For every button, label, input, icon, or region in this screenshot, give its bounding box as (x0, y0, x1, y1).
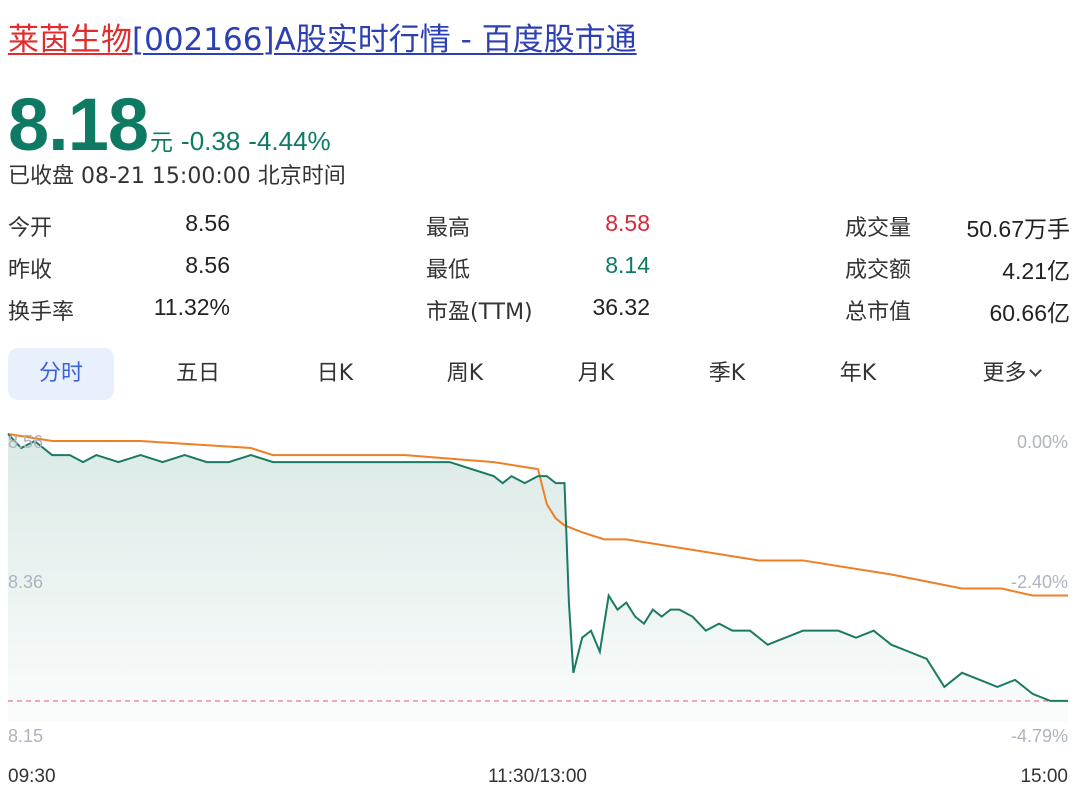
average-price-line (7, 433, 1068, 597)
current-price: 8.18 (8, 83, 149, 166)
tab-five-day[interactable]: 五日 (175, 361, 220, 386)
y-tick-label-left: 8.36 (8, 572, 43, 592)
stat-label: 成交额 (845, 258, 912, 283)
stat-row: 换手率 11.32% 市盈(TTM) 36.32 总市值 60.66亿 (8, 288, 1070, 330)
page-title: 莱茵生物[002166]A股实时行情 - 百度股市通 (8, 18, 637, 62)
stat-row: 今开 8.56 最高 8.58 成交量 50.67万手 (8, 204, 1070, 246)
stat-value: 36.32 (592, 294, 650, 320)
tab-weekly-k[interactable]: 周K (446, 361, 484, 386)
stat-label: 成交量 (845, 216, 912, 241)
stat-value: 8.14 (605, 252, 650, 278)
price-unit: 元 (150, 130, 174, 156)
tab-monthly-k[interactable]: 月K (577, 361, 615, 386)
x-tick-label: 09:30 (8, 766, 56, 787)
stat-value: 8.56 (185, 210, 230, 236)
tab-more-label: 更多 (982, 361, 1027, 386)
price-change-percent: -4.44% (248, 126, 331, 156)
stat-label: 最高 (426, 216, 471, 241)
intraday-chart: 8.56 8.36 8.15 0.00% -2.40% -4.79% 09:30 11:3… (0, 410, 1080, 807)
stat-value: 60.66亿 (989, 300, 1070, 326)
tab-yearly-k[interactable]: 年K (839, 361, 877, 386)
stat-value: 50.67万手 (966, 216, 1070, 242)
y-tick-label-left: 8.56 (8, 432, 43, 452)
stat-label: 今开 (8, 216, 53, 241)
tab-intraday[interactable]: 分时 (8, 348, 114, 400)
stat-value: 4.21亿 (1002, 258, 1070, 284)
chart-canvas: 8.56 8.36 8.15 0.00% -2.40% -4.79% (7, 432, 1068, 746)
stock-name-link[interactable]: 莱茵生物 (8, 22, 132, 58)
x-tick-label: 11:30/13:00 (488, 766, 587, 787)
stat-label: 换手率 (8, 300, 75, 325)
price-line (7, 433, 1068, 702)
stock-title-link[interactable]: [002166]A股实时行情 - 百度股市通 (132, 22, 637, 58)
stat-label: 昨收 (8, 258, 53, 283)
chart-period-tabs: 分时 五日 日K 周K 月K 季K 年K 更多 (8, 348, 1070, 400)
stat-value: 11.32% (153, 294, 230, 320)
stat-label: 市盈(TTM) (426, 300, 533, 325)
price-change: -0.38 (181, 126, 241, 156)
price-row: 8.18元 -0.38 -4.44% (8, 82, 331, 166)
stat-label: 总市值 (845, 300, 912, 325)
tab-quarterly-k[interactable]: 季K (708, 361, 746, 386)
stat-label: 最低 (426, 258, 471, 283)
stat-row: 昨收 8.56 最低 8.14 成交额 4.21亿 (8, 246, 1070, 288)
y-tick-label-right: 0.00% (1017, 432, 1068, 452)
y-tick-label-right: -2.40% (1011, 572, 1068, 592)
tab-more[interactable]: 更多 (958, 348, 1064, 400)
stat-value: 8.58 (605, 210, 650, 236)
chevron-down-icon (1028, 364, 1042, 377)
market-status: 已收盘 08-21 15:00:00 北京时间 (8, 164, 346, 189)
stats-grid: 今开 8.56 最高 8.58 成交量 50.67万手 昨收 8.56 最低 8… (8, 204, 1070, 330)
y-tick-label-right: -4.79% (1011, 726, 1068, 746)
stat-value: 8.56 (185, 252, 230, 278)
tab-daily-k[interactable]: 日K (316, 361, 354, 386)
price-area (8, 434, 1068, 722)
y-tick-label-left: 8.15 (8, 726, 43, 746)
x-tick-label: 15:00 (1020, 766, 1068, 787)
